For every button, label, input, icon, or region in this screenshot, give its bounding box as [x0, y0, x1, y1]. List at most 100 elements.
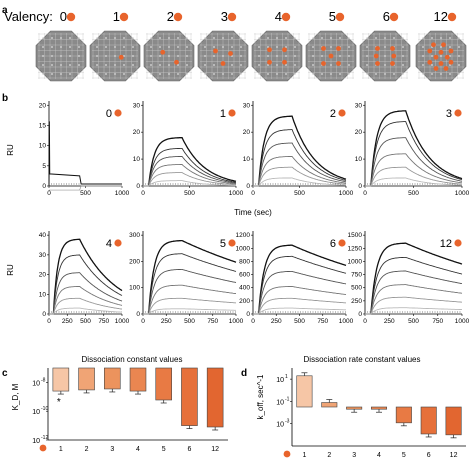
x-tick-label: 250 [384, 318, 395, 325]
octagon-site [366, 73, 368, 75]
y-tick-label: 10 [276, 399, 284, 406]
octagon-site [330, 73, 332, 75]
octagon-site [60, 64, 62, 66]
octagon-site [204, 55, 206, 57]
octagon-site [132, 55, 134, 57]
sensorgram-curve [49, 307, 123, 315]
ligand-dot [375, 46, 380, 51]
x-tick-label: 500 [184, 318, 195, 325]
octagon-site [132, 37, 134, 39]
octagon-site [186, 64, 188, 66]
octagon-site [339, 55, 341, 57]
octagon-site [96, 55, 98, 57]
octagon-site [204, 37, 206, 39]
x-tick-label: 0 [47, 318, 51, 325]
valency-octagon-2 [143, 30, 195, 82]
octagon-site [449, 37, 451, 39]
sensorgram-6: 6 0 250 500 750 1000 0 200 400 600 800 1000 1200 [236, 231, 354, 325]
valency-dot-icon [114, 239, 122, 247]
valency-number-4: 4 [275, 9, 282, 24]
ligand-dot [427, 59, 433, 65]
x-tick-label: 3 [110, 446, 114, 453]
octagon-site [339, 37, 341, 39]
sensorgram-curve [143, 268, 237, 315]
valency-octagon-12 [415, 30, 467, 82]
y-tick-label: 0 [246, 183, 250, 190]
sensorgram-curve [253, 142, 347, 187]
bar [370, 406, 388, 410]
octagon-site [240, 55, 242, 57]
octagon-site [105, 55, 107, 57]
sensorgram-curve [143, 253, 237, 315]
y-tick-label: 20 [243, 129, 251, 136]
valency-number-0: 0 [60, 9, 67, 24]
valency-numbers: 0 1 2 3 4 5 6 12 [60, 9, 448, 24]
octagon-site [366, 37, 368, 39]
valency-octagon-3 [197, 30, 249, 82]
y-tick-label: 30 [39, 252, 47, 259]
sensorgram-curve [253, 270, 347, 315]
y-tick-label: 20 [39, 272, 47, 279]
octagon-site [42, 37, 44, 39]
y-tick-label: 200 [129, 258, 140, 265]
octagon-site [276, 55, 278, 57]
octagon-site [393, 37, 395, 39]
sensorgram-curve [253, 244, 347, 315]
octagon-site [123, 73, 125, 75]
y-tick-exponent: -8 [41, 377, 46, 383]
octagon-site [440, 37, 442, 39]
octagon-site [114, 46, 116, 48]
x-tick-label: 500 [408, 318, 419, 325]
ligand-dot [336, 61, 341, 66]
octagon-site [204, 73, 206, 75]
ligand-dot [443, 66, 449, 71]
ligand-dot [438, 49, 444, 55]
octagon-site [177, 46, 179, 48]
ligand-dot [267, 47, 272, 53]
octagon-site [366, 64, 368, 66]
octagon-site [222, 55, 224, 57]
chart-d-title: Dissociation rate constant values [304, 355, 421, 364]
octagon-site [123, 64, 125, 66]
octagon-site [312, 64, 314, 66]
sensorgram-valency-label: 0 [106, 108, 112, 120]
x-tick-label: 6 [427, 452, 431, 459]
sensorgram-curve [143, 137, 237, 187]
octagon-site [267, 55, 269, 57]
sensorgram-valency-label: 4 [106, 238, 112, 250]
sensorgram-curve [143, 147, 237, 187]
chart-d: 10 110 -110 -31 2 3 4 5 6 12 [276, 368, 466, 459]
octagon-site [267, 64, 269, 66]
x-tick-label: 1 [59, 446, 63, 453]
y-tick-label: 10 [32, 409, 40, 416]
sensorgram-curve [253, 255, 347, 315]
valency-dot-icon [338, 239, 346, 247]
x-tick-label: 0 [363, 190, 367, 197]
panel-c-label: c [2, 368, 8, 379]
sensorgram-curve [253, 115, 347, 187]
y-tick-label: 300 [129, 232, 140, 239]
valency-octagon-4 [251, 30, 303, 82]
octagon-site [240, 64, 242, 66]
octagon-site [51, 37, 53, 39]
octagon-site [204, 64, 206, 66]
y-tick-label: 1500 [348, 232, 363, 239]
octagon-site [267, 46, 269, 48]
bar [52, 367, 70, 392]
valency-number-2: 2 [167, 9, 174, 24]
x-tick-label: 500 [294, 190, 305, 197]
octagon-site [267, 37, 269, 39]
valency-number-1: 1 [113, 9, 120, 24]
octagon-site [60, 46, 62, 48]
sensorgram-curve [365, 110, 463, 187]
valency-number-6: 6 [383, 9, 390, 24]
ligand-dot [448, 59, 454, 65]
bar [104, 367, 121, 390]
y-tick-label: 500 [351, 285, 362, 292]
sensorgram-curve [253, 307, 346, 315]
octagon-site [114, 37, 116, 39]
octagon-site [114, 55, 116, 57]
